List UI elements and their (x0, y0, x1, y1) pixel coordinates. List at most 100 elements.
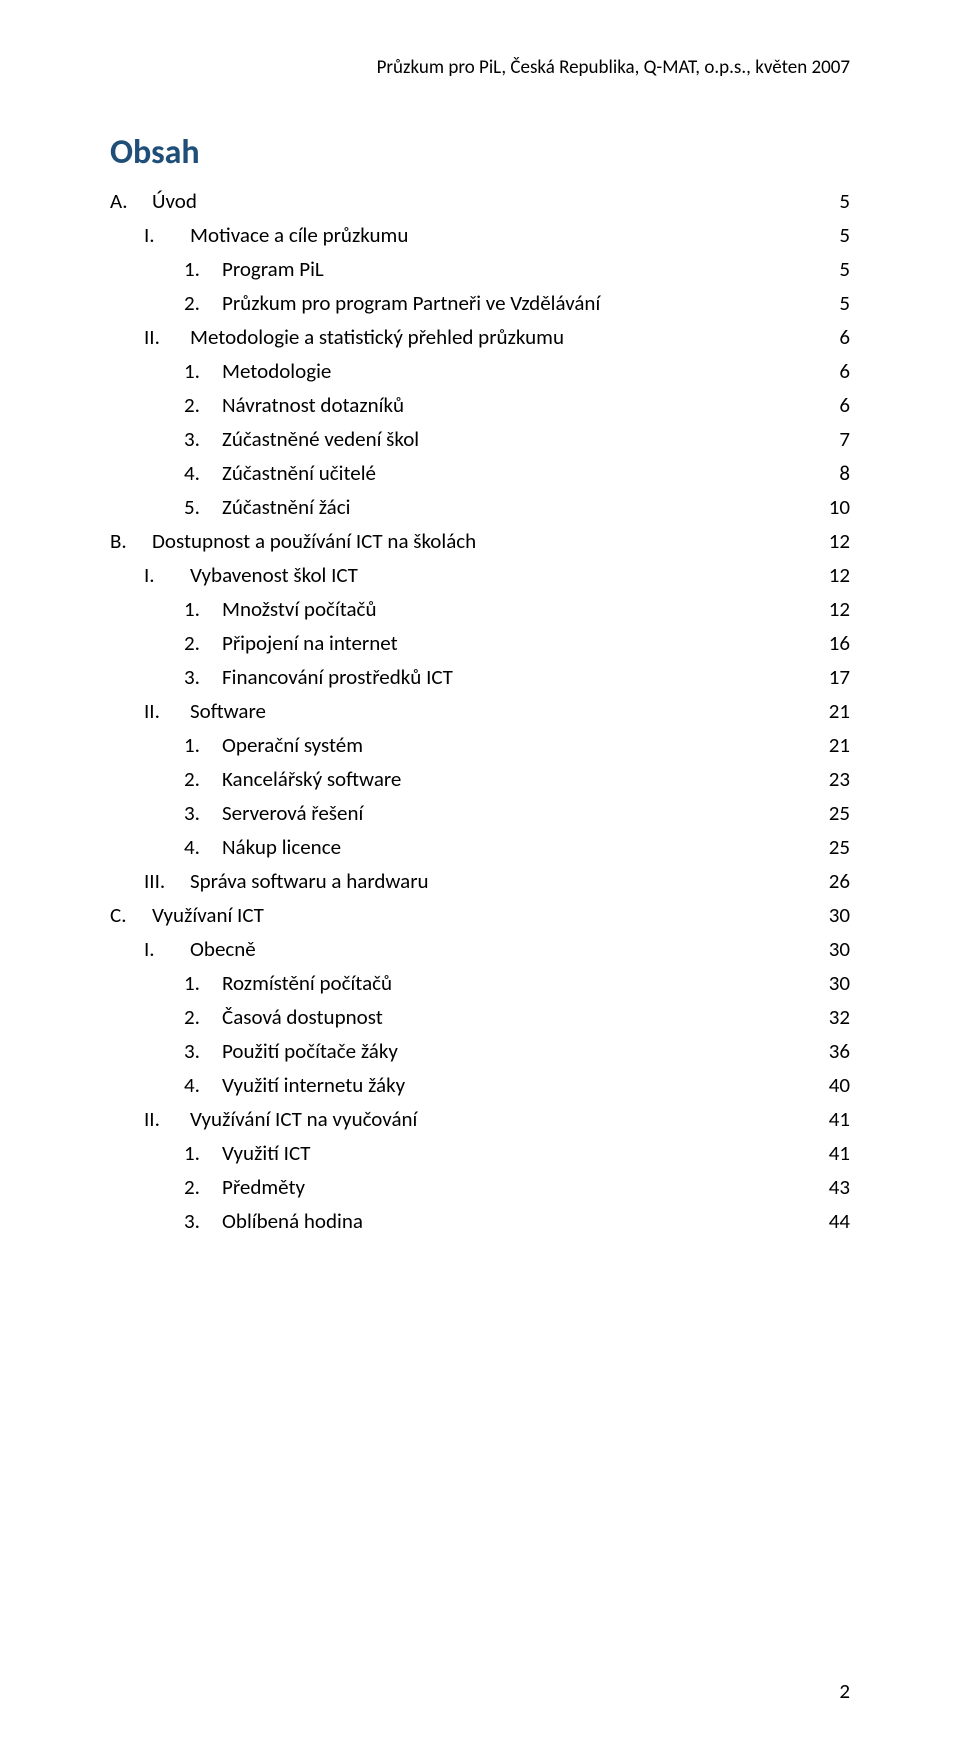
toc-entry: 1.Rozmístění počítačů30 (110, 973, 850, 994)
toc-entry-page: 10 (829, 497, 850, 518)
toc-entry: 3.Oblíbená hodina 44 (110, 1211, 850, 1232)
toc-entry: I.Obecně 30 (110, 939, 850, 960)
toc-entry-page: 30 (829, 973, 850, 994)
toc-entry-page: 6 (839, 395, 850, 416)
toc-entry-label: I. (144, 939, 186, 960)
toc-entry-text: Metodologie a statistický přehled průzku… (186, 327, 564, 348)
toc-entry: 1.Metodologie 6 (110, 361, 850, 382)
toc-entry-page: 30 (829, 939, 850, 960)
toc-entry-page: 16 (829, 633, 850, 654)
toc-entry-text: Časová dostupnost (218, 1007, 383, 1028)
toc-entry-label: 4. (184, 1075, 218, 1096)
toc-entry-label: I. (144, 225, 186, 246)
toc-entry: 4.Využití internetu žáky 40 (110, 1075, 850, 1096)
toc-entry-page: 12 (829, 565, 850, 586)
toc-entry-text: Obecně (186, 939, 256, 960)
toc-entry: 3.Zúčastněné vedení škol7 (110, 429, 850, 450)
toc-entry-page: 43 (829, 1177, 850, 1198)
toc-entry-text: Operační systém (218, 735, 363, 756)
toc-entry-label: II. (144, 1109, 186, 1130)
toc-entry-label: II. (144, 327, 186, 348)
toc-entry: III.Správa softwaru a hardwaru26 (110, 871, 850, 892)
toc-entry-label: 1. (184, 735, 218, 756)
toc-entry-label: I. (144, 565, 186, 586)
toc-entry-text: Zúčastnění žáci (218, 497, 350, 518)
toc-entry-text: Použití počítače žáky (218, 1041, 398, 1062)
toc-entry-page: 6 (839, 327, 850, 348)
toc-entry-page: 6 (839, 361, 850, 382)
toc-entry: 2.Předměty 43 (110, 1177, 850, 1198)
toc-entry: 2.Průzkum pro program Partneři ve Vzdělá… (110, 293, 850, 314)
toc-entry-label: 2. (184, 293, 218, 314)
toc-entry: 2.Kancelářský software23 (110, 769, 850, 790)
toc-entry-label: 1. (184, 361, 218, 382)
toc-entry-text: Kancelářský software (218, 769, 401, 790)
toc-entry-text: Připojení na internet (218, 633, 398, 654)
toc-entry-text: Množství počítačů (218, 599, 376, 620)
toc-entry-page: 21 (829, 701, 850, 722)
toc-entry: B.Dostupnost a používání ICT na školách1… (110, 531, 850, 552)
toc-entry: II.Software21 (110, 701, 850, 722)
toc-entry-label: 1. (184, 599, 218, 620)
toc-entry-text: Financování prostředků ICT (218, 667, 453, 688)
toc-entry-page: 5 (839, 225, 850, 246)
toc-entry-page: 5 (839, 293, 850, 314)
toc-entry-text: Nákup licence (218, 837, 341, 858)
toc-entry-label: 2. (184, 1177, 218, 1198)
toc-entry-text: Správa softwaru a hardwaru (186, 871, 429, 892)
toc-entry-text: Využití ICT (218, 1143, 310, 1164)
toc-entry-text: Průzkum pro program Partneři ve Vzdělává… (218, 293, 600, 314)
toc-entry-page: 21 (829, 735, 850, 756)
toc-entry-label: 2. (184, 769, 218, 790)
toc-entry-text: Návratnost dotazníků (218, 395, 404, 416)
toc-entry: 1.Využití ICT41 (110, 1143, 850, 1164)
toc-entry-page: 8 (839, 463, 850, 484)
toc-entry-text: Zúčastněné vedení škol (218, 429, 419, 450)
toc-entry: II.Využívání ICT na vyučování41 (110, 1109, 850, 1130)
toc-entry: 1.Množství počítačů12 (110, 599, 850, 620)
toc-entry-page: 40 (829, 1075, 850, 1096)
toc-entry-text: Využívaní ICT (148, 905, 264, 926)
toc-entry-text: Zúčastnění učitelé (218, 463, 376, 484)
toc-entry-label: 4. (184, 837, 218, 858)
toc-entry: 2.Připojení na internet 16 (110, 633, 850, 654)
toc-entry-text: Motivace a cíle průzkumu (186, 225, 408, 246)
toc-entry-label: 1. (184, 973, 218, 994)
toc-entry-label: 1. (184, 1143, 218, 1164)
toc-entry: 5.Zúčastnění žáci 10 (110, 497, 850, 518)
toc-entry-page: 30 (829, 905, 850, 926)
toc-entry-label: 3. (184, 1211, 218, 1232)
toc-entry-text: Úvod (148, 191, 197, 212)
toc-entry: II.Metodologie a statistický přehled prů… (110, 327, 850, 348)
toc-entry-text: Software (186, 701, 266, 722)
toc-entry: 3.Financování prostředků ICT 17 (110, 667, 850, 688)
toc-entry-page: 17 (829, 667, 850, 688)
toc-entry-page: 44 (829, 1211, 850, 1232)
toc-title: Obsah (110, 132, 850, 173)
toc-entry-text: Oblíbená hodina (218, 1211, 363, 1232)
toc-entry-label: 3. (184, 667, 218, 688)
toc-entry-text: Využívání ICT na vyučování (186, 1109, 417, 1130)
page-number: 2 (839, 1678, 850, 1704)
toc-entry-label: 3. (184, 803, 218, 824)
toc-entry-text: Dostupnost a používání ICT na školách (148, 531, 476, 552)
toc-entry: 1.Operační systém 21 (110, 735, 850, 756)
document-page: Průzkum pro PiL, Česká Republika, Q-MAT,… (0, 0, 960, 1760)
toc-entry-text: Serverová řešení (218, 803, 363, 824)
toc-entry: 4.Nákup licence25 (110, 837, 850, 858)
toc-entry-label: C. (110, 905, 148, 926)
toc-entry-label: 5. (184, 497, 218, 518)
toc-entry: I.Vybavenost škol ICT 12 (110, 565, 850, 586)
toc-entry: C.Využívaní ICT 30 (110, 905, 850, 926)
toc-entry-text: Metodologie (218, 361, 331, 382)
toc-entry-label: 2. (184, 633, 218, 654)
toc-entry-label: III. (144, 871, 186, 892)
toc-entry-text: Využití internetu žáky (218, 1075, 405, 1096)
toc-entry-label: 1. (184, 259, 218, 280)
toc-entry-text: Vybavenost škol ICT (186, 565, 358, 586)
page-header: Průzkum pro PiL, Česká Republika, Q-MAT,… (377, 56, 850, 79)
toc-entry-page: 5 (839, 191, 850, 212)
toc-entry-text: Předměty (218, 1177, 305, 1198)
toc-entry-page: 25 (829, 803, 850, 824)
toc-entry-page: 36 (829, 1041, 850, 1062)
